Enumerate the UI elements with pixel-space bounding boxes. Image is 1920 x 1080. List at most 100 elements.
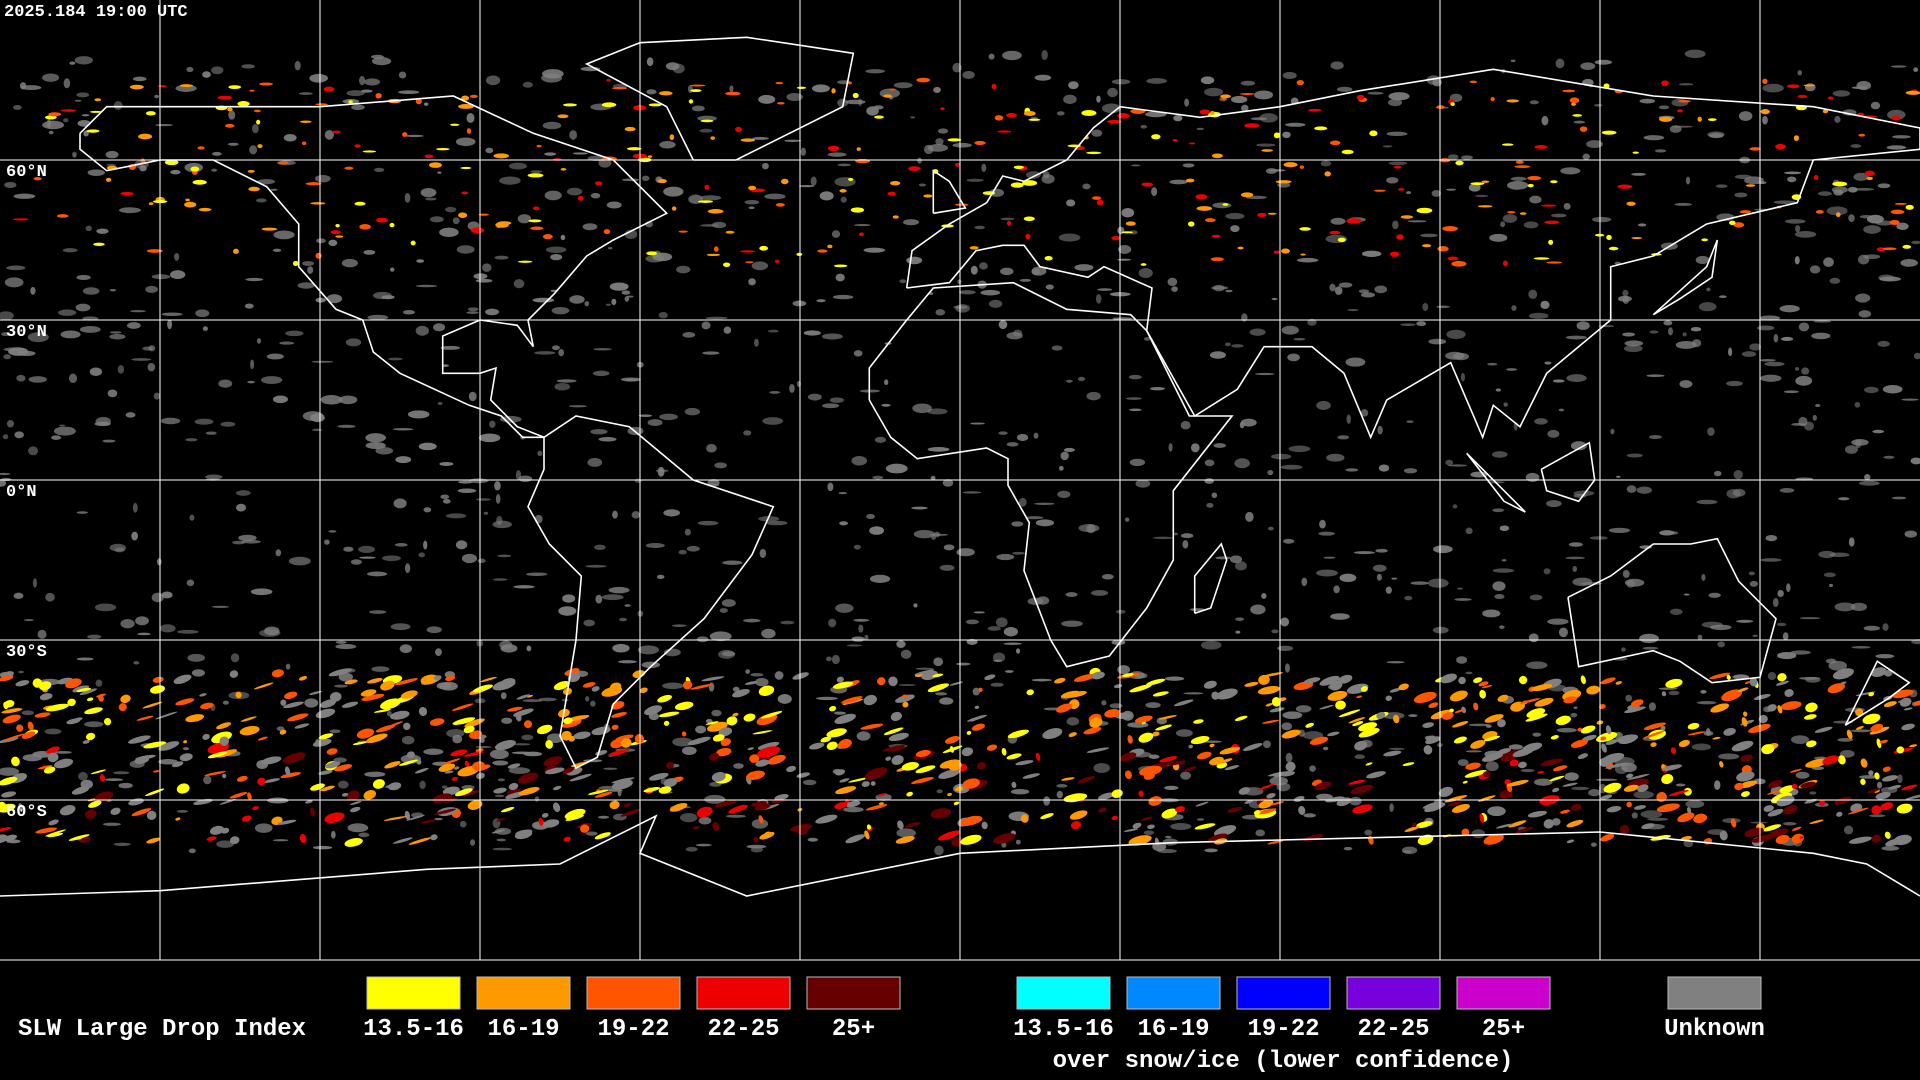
legend-label: 13.5-16 xyxy=(1013,1016,1114,1043)
cloud-pixel xyxy=(474,764,491,771)
cloud-pixel xyxy=(277,819,297,825)
cloud-pixel xyxy=(338,672,353,682)
cloud-pixel xyxy=(1502,214,1518,223)
cloud-pixel xyxy=(363,249,376,255)
cloud-pixel xyxy=(1465,750,1482,753)
cloud-pixel xyxy=(1327,731,1340,737)
cloud-pixel xyxy=(885,463,908,474)
cloud-pixel xyxy=(767,329,779,333)
cloud-pixel xyxy=(84,809,97,819)
cloud-pixel xyxy=(386,710,392,717)
cloud-pixel xyxy=(1844,445,1858,454)
cloud-pixel xyxy=(1571,786,1590,791)
cloud-pixel xyxy=(500,807,515,813)
cloud-pixel xyxy=(1882,766,1891,772)
cloud-pixel xyxy=(1077,376,1086,382)
cloud-pixel xyxy=(1642,730,1665,739)
cloud-pixel xyxy=(682,332,696,338)
cloud-pixel xyxy=(647,155,653,158)
cloud-pixel xyxy=(1576,321,1590,331)
cloud-pixel xyxy=(1555,715,1571,726)
cloud-pixel xyxy=(1599,736,1607,741)
cloud-pixel xyxy=(98,694,104,702)
cloud-pixel xyxy=(452,717,476,725)
cloud-pixel xyxy=(646,57,654,67)
cloud-pixel xyxy=(1678,100,1691,103)
cloud-pixel xyxy=(1734,192,1748,198)
cloud-pixel xyxy=(1890,209,1905,215)
cloud-pixel xyxy=(1510,176,1527,181)
cloud-pixel xyxy=(280,699,287,706)
cloud-pixel xyxy=(1161,808,1178,819)
cloud-pixel xyxy=(745,669,751,674)
cloud-pixel xyxy=(228,110,236,120)
cloud-pixel xyxy=(352,741,368,746)
cloud-pixel xyxy=(1847,807,1869,815)
cloud-pixel xyxy=(250,359,255,370)
cloud-pixel xyxy=(915,667,934,670)
cloud-pixel xyxy=(1860,778,1866,786)
cloud-pixel xyxy=(1235,630,1241,634)
cloud-pixel xyxy=(424,197,437,201)
cloud-pixel xyxy=(585,696,590,702)
cloud-pixel xyxy=(375,92,382,99)
cloud-pixel xyxy=(1364,829,1373,836)
cloud-pixel xyxy=(404,563,411,574)
cloud-pixel xyxy=(30,286,36,295)
cloud-pixel xyxy=(1840,681,1847,685)
legend-label: 25+ xyxy=(832,1016,875,1043)
cloud-pixel xyxy=(1896,222,1909,231)
cloud-pixel xyxy=(85,732,96,741)
cloud-pixel xyxy=(200,702,214,710)
cloud-pixel xyxy=(1416,207,1433,214)
legend-swatch xyxy=(476,976,571,1010)
cloud-pixel xyxy=(1726,380,1743,387)
cloud-pixel xyxy=(1341,149,1354,155)
cloud-pixel xyxy=(48,819,59,826)
cloud-pixel xyxy=(1544,361,1552,365)
cloud-pixel xyxy=(1269,707,1285,713)
cloud-pixel xyxy=(704,184,710,190)
cloud-pixel xyxy=(1183,766,1197,772)
cloud-pixel xyxy=(1519,698,1541,704)
cloud-pixel xyxy=(261,376,283,384)
cloud-pixel xyxy=(358,545,376,554)
cloud-pixel xyxy=(1481,180,1490,183)
cloud-pixel xyxy=(1330,217,1346,225)
cloud-pixel xyxy=(590,428,608,435)
cloud-pixel xyxy=(1389,803,1394,812)
cloud-pixel xyxy=(451,776,458,781)
cloud-pixel xyxy=(1586,140,1603,149)
cloud-pixel xyxy=(1617,295,1632,302)
cloud-pixel xyxy=(558,606,577,616)
cloud-pixel xyxy=(1781,336,1794,342)
cloud-pixel xyxy=(690,89,702,92)
cloud-pixel xyxy=(1199,109,1211,115)
cloud-pixel xyxy=(580,824,590,833)
cloud-pixel xyxy=(1869,814,1886,818)
cloud-pixel xyxy=(1391,577,1398,580)
cloud-pixel xyxy=(273,230,295,240)
cloud-pixel xyxy=(212,151,222,156)
cloud-pixel xyxy=(1318,531,1335,536)
cloud-pixel xyxy=(740,138,756,142)
cloud-pixel xyxy=(271,669,284,678)
cloud-pixel xyxy=(1515,160,1524,164)
cloud-pixel xyxy=(1280,771,1295,777)
cloud-pixel xyxy=(1858,775,1879,779)
cloud-pixel xyxy=(1303,813,1316,818)
cloud-pixel xyxy=(1668,690,1680,696)
cloud-pixel xyxy=(1196,206,1213,211)
cloud-pixel xyxy=(388,782,402,791)
cloud-pixel xyxy=(935,309,946,316)
cloud-pixel xyxy=(1678,739,1690,748)
cloud-pixel xyxy=(1413,691,1437,704)
cloud-pixel xyxy=(365,733,388,744)
cloud-pixel xyxy=(228,85,242,89)
cloud-pixel xyxy=(120,191,134,196)
cloud-pixel xyxy=(1451,260,1467,267)
cloud-pixel xyxy=(1423,745,1433,755)
cloud-pixel xyxy=(1750,821,1768,824)
cloud-pixel xyxy=(442,786,460,796)
cloud-pixel xyxy=(1374,285,1388,294)
